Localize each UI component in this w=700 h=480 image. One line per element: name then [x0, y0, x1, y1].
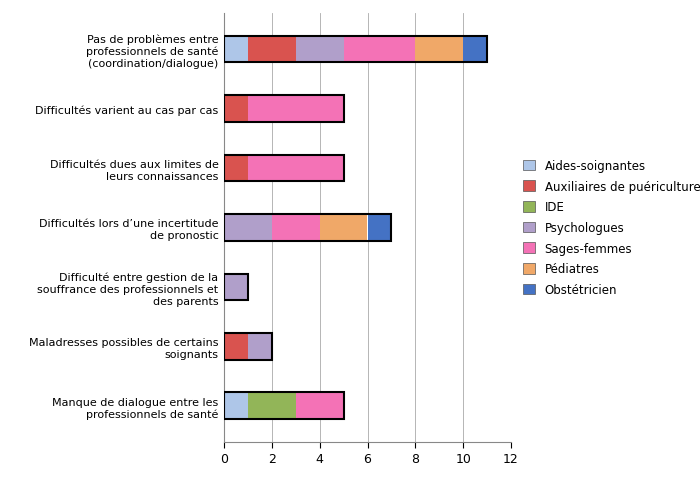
Bar: [248, 36, 295, 63]
Bar: [295, 393, 344, 420]
Bar: [224, 393, 344, 420]
Bar: [248, 333, 272, 360]
Bar: [272, 215, 320, 241]
Bar: [224, 274, 248, 300]
Bar: [248, 156, 344, 182]
Bar: [248, 96, 344, 123]
Bar: [463, 36, 487, 63]
Bar: [344, 36, 415, 63]
Bar: [224, 274, 248, 300]
Bar: [224, 156, 248, 182]
Bar: [224, 156, 344, 182]
Bar: [224, 96, 344, 123]
Legend: Aides-soignantes, Auxiliaires de puériculture, IDE, Psychologues, Sages-femmes, : Aides-soignantes, Auxiliaires de puéricu…: [520, 156, 700, 300]
Bar: [224, 96, 248, 123]
Bar: [368, 215, 391, 241]
Bar: [224, 333, 272, 360]
Bar: [224, 36, 487, 63]
Bar: [248, 393, 295, 420]
Bar: [295, 36, 344, 63]
Bar: [224, 333, 248, 360]
Bar: [320, 215, 368, 241]
Bar: [415, 36, 463, 63]
Bar: [224, 393, 248, 420]
Bar: [224, 36, 248, 63]
Bar: [224, 215, 391, 241]
Bar: [224, 215, 272, 241]
